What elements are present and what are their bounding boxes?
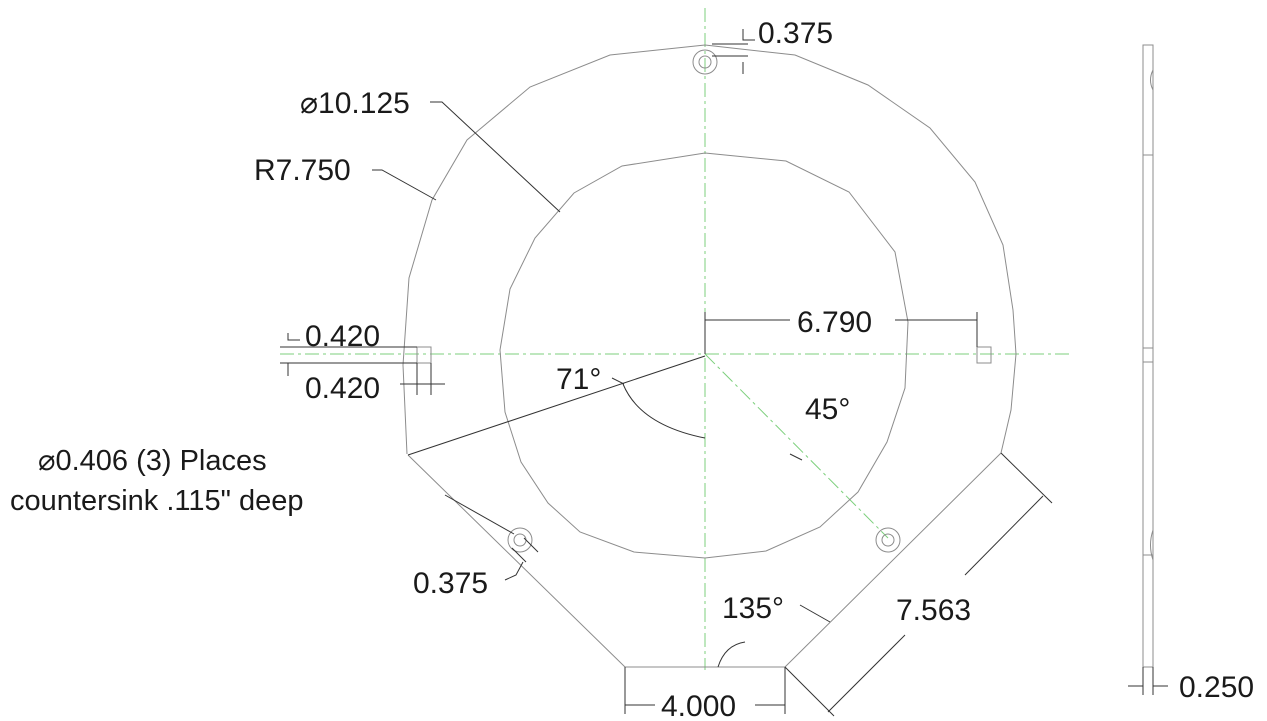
left-notch [416, 346, 432, 364]
left-hole-ext-1 [511, 547, 527, 563]
diagonal-edge-label: 7.563 [896, 594, 971, 627]
outer-radius-leader [372, 169, 437, 201]
left-offset-top-label: 0.420 [305, 320, 380, 353]
dimension-lines [280, 29, 1168, 717]
diagonal-dim-line-1 [964, 495, 1044, 576]
side-view-outline [1142, 44, 1154, 668]
alignment-notches [416, 346, 992, 364]
hole-right-inner [881, 533, 895, 547]
angle-left-label: 71° [556, 363, 601, 396]
bottom-width-label: 4.000 [661, 690, 736, 721]
hole-note-line1: ⌀0.406 (3) Places [38, 445, 267, 477]
side-view-countersink-2 [1150, 529, 1154, 561]
diagonal-ext-1 [1000, 452, 1053, 504]
diagonal-dim-line-2 [827, 634, 906, 713]
bottom-angle-leader [799, 604, 831, 623]
angle-right-tick [789, 453, 803, 461]
hole-top-outer [692, 49, 718, 75]
mounting-holes [507, 49, 901, 553]
hole-note-line2: countersink .115" deep [10, 485, 304, 517]
diagonal-center-line [704, 353, 889, 539]
diagonal-ext-2 [784, 666, 835, 717]
plate-outline [402, 44, 1017, 668]
inner-diameter-leader [430, 101, 561, 213]
left-hole-offset-label: 0.375 [413, 567, 488, 600]
outer-radius-label: R7.750 [254, 154, 351, 187]
right-notch [976, 346, 992, 364]
left-hole-offset-leader [504, 561, 524, 581]
hole-top-inner [698, 55, 712, 69]
left-hole-ext-2 [523, 537, 539, 553]
angle-left-leader [611, 377, 625, 385]
hole-note-leader [444, 494, 515, 535]
inner-diameter-label: ⌀10.125 [300, 87, 410, 120]
outer-profile [402, 44, 1017, 668]
hole-left-inner [513, 533, 527, 547]
top-hole-offset-leader [742, 29, 755, 41]
angle-left-ray [407, 355, 706, 456]
bottom-angle-arc [717, 641, 746, 668]
bottom-angle-label: 135° [722, 592, 784, 625]
hole-left-outer [507, 527, 533, 553]
angle-left-arc [622, 383, 706, 439]
left-offset-top-leader [287, 333, 300, 341]
dimension-labels: 0.375 ⌀10.125 R7.750 0.420 0.420 6.790 7… [10, 17, 1254, 721]
side-view-countersink-1 [1150, 69, 1154, 91]
hole-right-outer [875, 527, 901, 553]
angle-right-label: 45° [805, 393, 850, 426]
left-offset-bottom-label: 0.420 [305, 372, 380, 405]
thickness-label: 0.250 [1179, 671, 1254, 704]
horizontal-span-label: 6.790 [797, 306, 872, 339]
inner-bore [499, 152, 909, 559]
side-view [1142, 44, 1154, 668]
top-hole-offset-label: 0.375 [758, 17, 833, 50]
